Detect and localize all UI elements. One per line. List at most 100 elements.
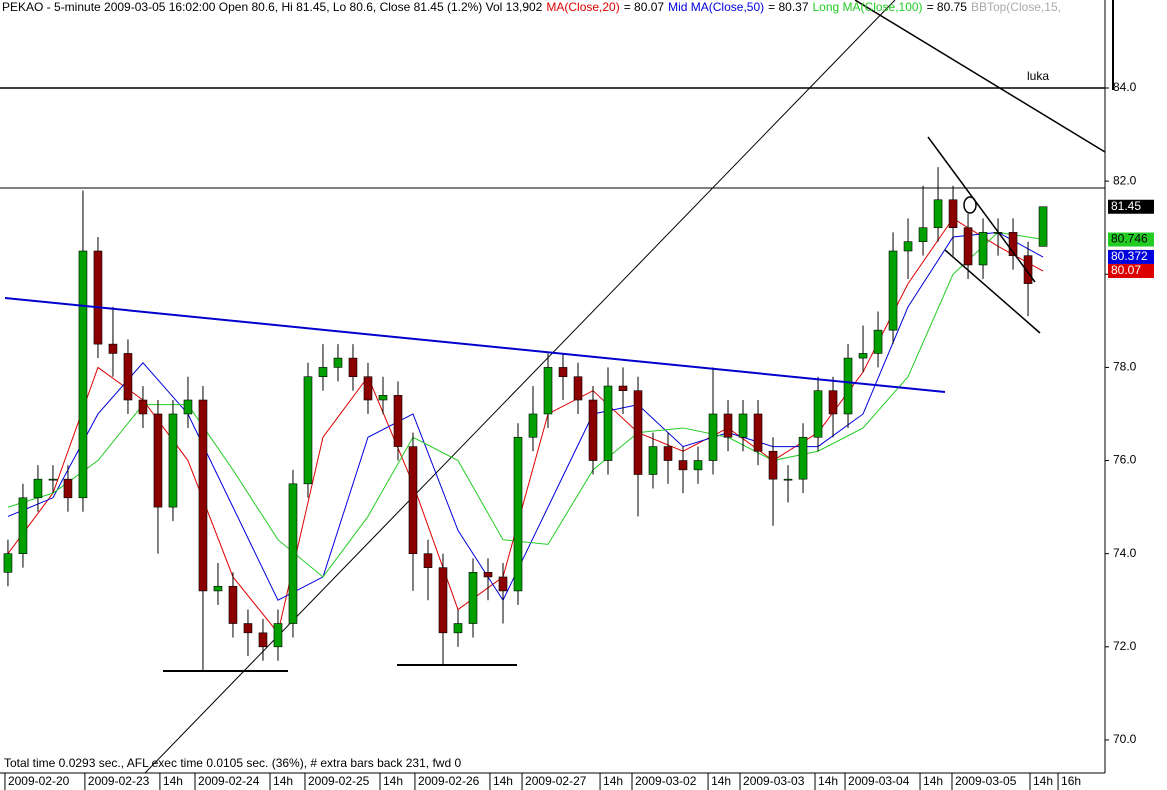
- value-marker: [1108, 199, 1154, 214]
- candle-body: [78, 250, 88, 499]
- x-tick-label: 2009-02-23: [88, 774, 150, 788]
- value-marker-label: 80.372: [1111, 249, 1148, 263]
- candle-body: [228, 585, 238, 624]
- candle-body: [783, 478, 793, 481]
- chart-header: PEKAO - 5-minute 2009-03-05 16:02:00 Ope…: [2, 0, 1061, 14]
- legend-readout: = 80.37: [768, 0, 809, 14]
- x-tick-label: 2009-02-27: [525, 774, 587, 788]
- candle-body: [453, 623, 463, 634]
- candle-body: [513, 436, 523, 592]
- candle-body: [393, 395, 403, 447]
- y-tick-label: 84.0: [1113, 80, 1137, 94]
- candle-body: [903, 241, 913, 252]
- ma-layer: [7, 217, 1044, 634]
- candle-body: [678, 460, 688, 471]
- x-tick-label: 14h: [818, 774, 838, 788]
- y-tick-label: 72.0: [1113, 639, 1137, 653]
- candle-body: [738, 413, 748, 438]
- candle-body: [168, 413, 178, 508]
- candle-body: [888, 250, 898, 331]
- x-tick-label: 2009-03-04: [848, 774, 910, 788]
- y-tick-label: 76.0: [1113, 453, 1137, 467]
- circle-annotation: [963, 196, 977, 214]
- legend-readout: = 80.75: [927, 0, 968, 14]
- x-tick-label: 2009-02-25: [308, 774, 370, 788]
- candle-body: [363, 376, 373, 401]
- candle-body: [183, 399, 193, 415]
- x-tick-label: 2009-03-03: [743, 774, 805, 788]
- candle-body: [483, 571, 493, 578]
- ma-line: [7, 231, 1044, 578]
- plot-area: luka: [0, 0, 1105, 773]
- value-marker-label: 81.45: [1111, 199, 1141, 213]
- candle-body: [438, 567, 448, 634]
- candle-body: [1023, 255, 1033, 284]
- candle-body: [723, 413, 733, 438]
- candle-body: [243, 623, 253, 634]
- candle-body: [873, 329, 883, 354]
- ma-line: [7, 231, 1044, 602]
- candle-body: [213, 585, 223, 592]
- candle-body: [1008, 232, 1018, 256]
- value-marker: [1108, 249, 1154, 264]
- value-marker-label: 80.746: [1111, 232, 1148, 246]
- value-marker: [1108, 232, 1154, 247]
- x-tick-label: 14h: [603, 774, 623, 788]
- y-tick-label: 74.0: [1113, 546, 1137, 560]
- x-tick-label: 2009-02-26: [418, 774, 480, 788]
- candle-layer: [3, 167, 1048, 671]
- ma-line: [7, 217, 1044, 634]
- header-tail: BBTop(Close,15,: [971, 0, 1061, 14]
- candle-body: [303, 376, 313, 485]
- channel-line: [927, 136, 1036, 283]
- candle-body: [288, 483, 298, 624]
- candle-body: [258, 632, 268, 648]
- x-tick-label: 14h: [1033, 774, 1053, 788]
- legend-name: Mid MA(Close,50): [668, 0, 764, 14]
- candle-body: [93, 250, 103, 345]
- y-tick-label: 78.0: [1113, 360, 1137, 374]
- candle-body: [153, 413, 163, 508]
- candle-body: [858, 353, 868, 359]
- candle-body: [1038, 206, 1048, 247]
- candle-body: [468, 571, 478, 624]
- candle-body: [528, 413, 538, 438]
- candle-body: [663, 446, 673, 461]
- candle-body: [273, 623, 283, 648]
- trend-line: [144, 0, 896, 773]
- candle-body: [348, 357, 358, 378]
- candle-body: [963, 227, 973, 266]
- value-marker-label: 80.07: [1111, 263, 1141, 277]
- trend-line: [854, 0, 1105, 153]
- candle-body: [753, 413, 763, 452]
- candle-body: [333, 357, 343, 368]
- legend-name: MA(Close,20): [546, 0, 619, 14]
- candle-body: [843, 357, 853, 415]
- candle-body: [198, 399, 208, 592]
- candle-body: [498, 576, 508, 592]
- candle-body: [588, 399, 598, 461]
- candle-body: [138, 399, 148, 415]
- x-tick-label: 16h: [1061, 774, 1081, 788]
- legend-name: Long MA(Close,100): [813, 0, 923, 14]
- header-info: PEKAO - 5-minute 2009-03-05 16:02:00 Ope…: [2, 0, 543, 14]
- candle-body: [603, 385, 613, 461]
- y-tick-label: 82.0: [1113, 173, 1137, 187]
- candle-body: [648, 446, 658, 475]
- x-tick-label: 2009-02-24: [198, 774, 260, 788]
- x-tick-label: 14h: [273, 774, 293, 788]
- candle-body: [933, 199, 943, 229]
- x-tick-label: 14h: [923, 774, 943, 788]
- x-tick-label: 14h: [711, 774, 731, 788]
- candle-body: [558, 367, 568, 378]
- candle-body: [798, 436, 808, 480]
- candle-body: [978, 232, 988, 266]
- axis-layer: 70.072.074.076.078.080.082.084.02009-02-…: [4, 80, 1154, 790]
- legend-readout: = 80.07: [624, 0, 665, 14]
- candle-body: [423, 553, 433, 568]
- x-tick-label: 2009-03-05: [955, 774, 1017, 788]
- candle-body: [318, 367, 328, 378]
- candle-body: [948, 199, 958, 229]
- candle-body: [408, 446, 418, 554]
- candle-body: [33, 478, 43, 499]
